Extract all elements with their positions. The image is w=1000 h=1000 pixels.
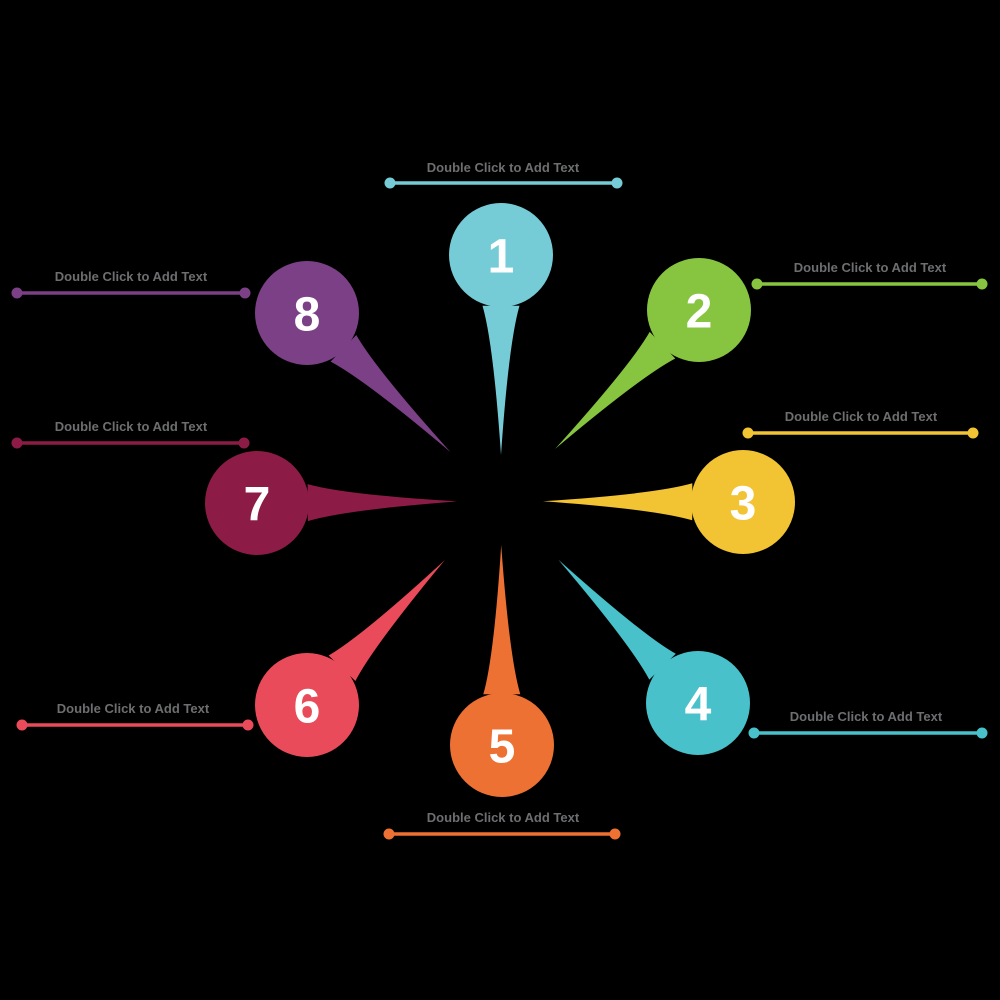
spoke-pointer-8 <box>330 335 451 453</box>
node-circle-5[interactable] <box>450 693 554 797</box>
node-number-5: 5 <box>489 720 516 773</box>
node-circle-8[interactable] <box>255 261 359 365</box>
label-text-5[interactable]: Double Click to Add Text <box>427 810 580 825</box>
node-7[interactable]: 7 <box>205 451 309 555</box>
spoke-pointer-3 <box>543 483 693 521</box>
node-number-4: 4 <box>685 678 712 731</box>
label-line-dot-start-3 <box>742 427 754 439</box>
node-number-1: 1 <box>488 230 515 283</box>
node-circle-4[interactable] <box>646 651 750 755</box>
label-layer: Double Click to Add Text Double Click to … <box>11 160 988 840</box>
node-number-8: 8 <box>294 288 321 341</box>
label-text-4[interactable]: Double Click to Add Text <box>790 709 943 724</box>
label-line-dot-end-2 <box>976 278 988 290</box>
label-text-6[interactable]: Double Click to Add Text <box>57 701 210 716</box>
node-3[interactable]: 3 <box>691 450 795 554</box>
label-line-dot-start-1 <box>384 177 396 189</box>
label-line-dot-start-6 <box>16 719 28 731</box>
label-line-dot-end-4 <box>976 727 988 739</box>
label-line-dot-start-7 <box>11 437 23 449</box>
label-line-dot-start-8 <box>11 287 23 299</box>
node-4[interactable]: 4 <box>646 651 750 755</box>
label-text-7[interactable]: Double Click to Add Text <box>55 419 208 434</box>
node-number-6: 6 <box>294 680 321 733</box>
label-line-dot-end-6 <box>242 719 254 731</box>
node-2[interactable]: 2 <box>647 258 751 362</box>
label-text-1[interactable]: Double Click to Add Text <box>427 160 580 175</box>
label-line-dot-end-3 <box>967 427 979 439</box>
node-8[interactable]: 8 <box>255 261 359 365</box>
node-circle-3[interactable] <box>691 450 795 554</box>
node-circle-1[interactable] <box>449 203 553 307</box>
label-text-3[interactable]: Double Click to Add Text <box>785 409 938 424</box>
label-line-dot-end-5 <box>609 828 621 840</box>
node-layer: 1 2 3 4 5 6 7 8 <box>205 203 795 797</box>
node-circle-2[interactable] <box>647 258 751 362</box>
node-1[interactable]: 1 <box>449 203 553 307</box>
node-circle-6[interactable] <box>255 653 359 757</box>
label-line-dot-start-2 <box>751 278 763 290</box>
label-line-dot-end-7 <box>238 437 250 449</box>
spoke-pointer-2 <box>555 331 676 449</box>
spoke-pointer-4 <box>558 559 676 680</box>
label-text-8[interactable]: Double Click to Add Text <box>55 269 208 284</box>
spoke-pointer-1 <box>482 305 520 455</box>
spoke-layer <box>307 305 693 695</box>
node-number-2: 2 <box>686 285 713 338</box>
label-line-dot-end-8 <box>239 287 251 299</box>
node-number-7: 7 <box>244 478 271 531</box>
label-line-dot-start-4 <box>748 727 760 739</box>
label-text-2[interactable]: Double Click to Add Text <box>794 260 947 275</box>
label-line-dot-end-1 <box>611 177 623 189</box>
node-5[interactable]: 5 <box>450 693 554 797</box>
node-6[interactable]: 6 <box>255 653 359 757</box>
spoke-pointer-6 <box>328 560 445 681</box>
spoke-pointer-5 <box>483 545 521 695</box>
spoke-pointer-7 <box>307 484 457 522</box>
label-line-dot-start-5 <box>383 828 395 840</box>
node-number-3: 3 <box>730 477 757 530</box>
node-circle-7[interactable] <box>205 451 309 555</box>
